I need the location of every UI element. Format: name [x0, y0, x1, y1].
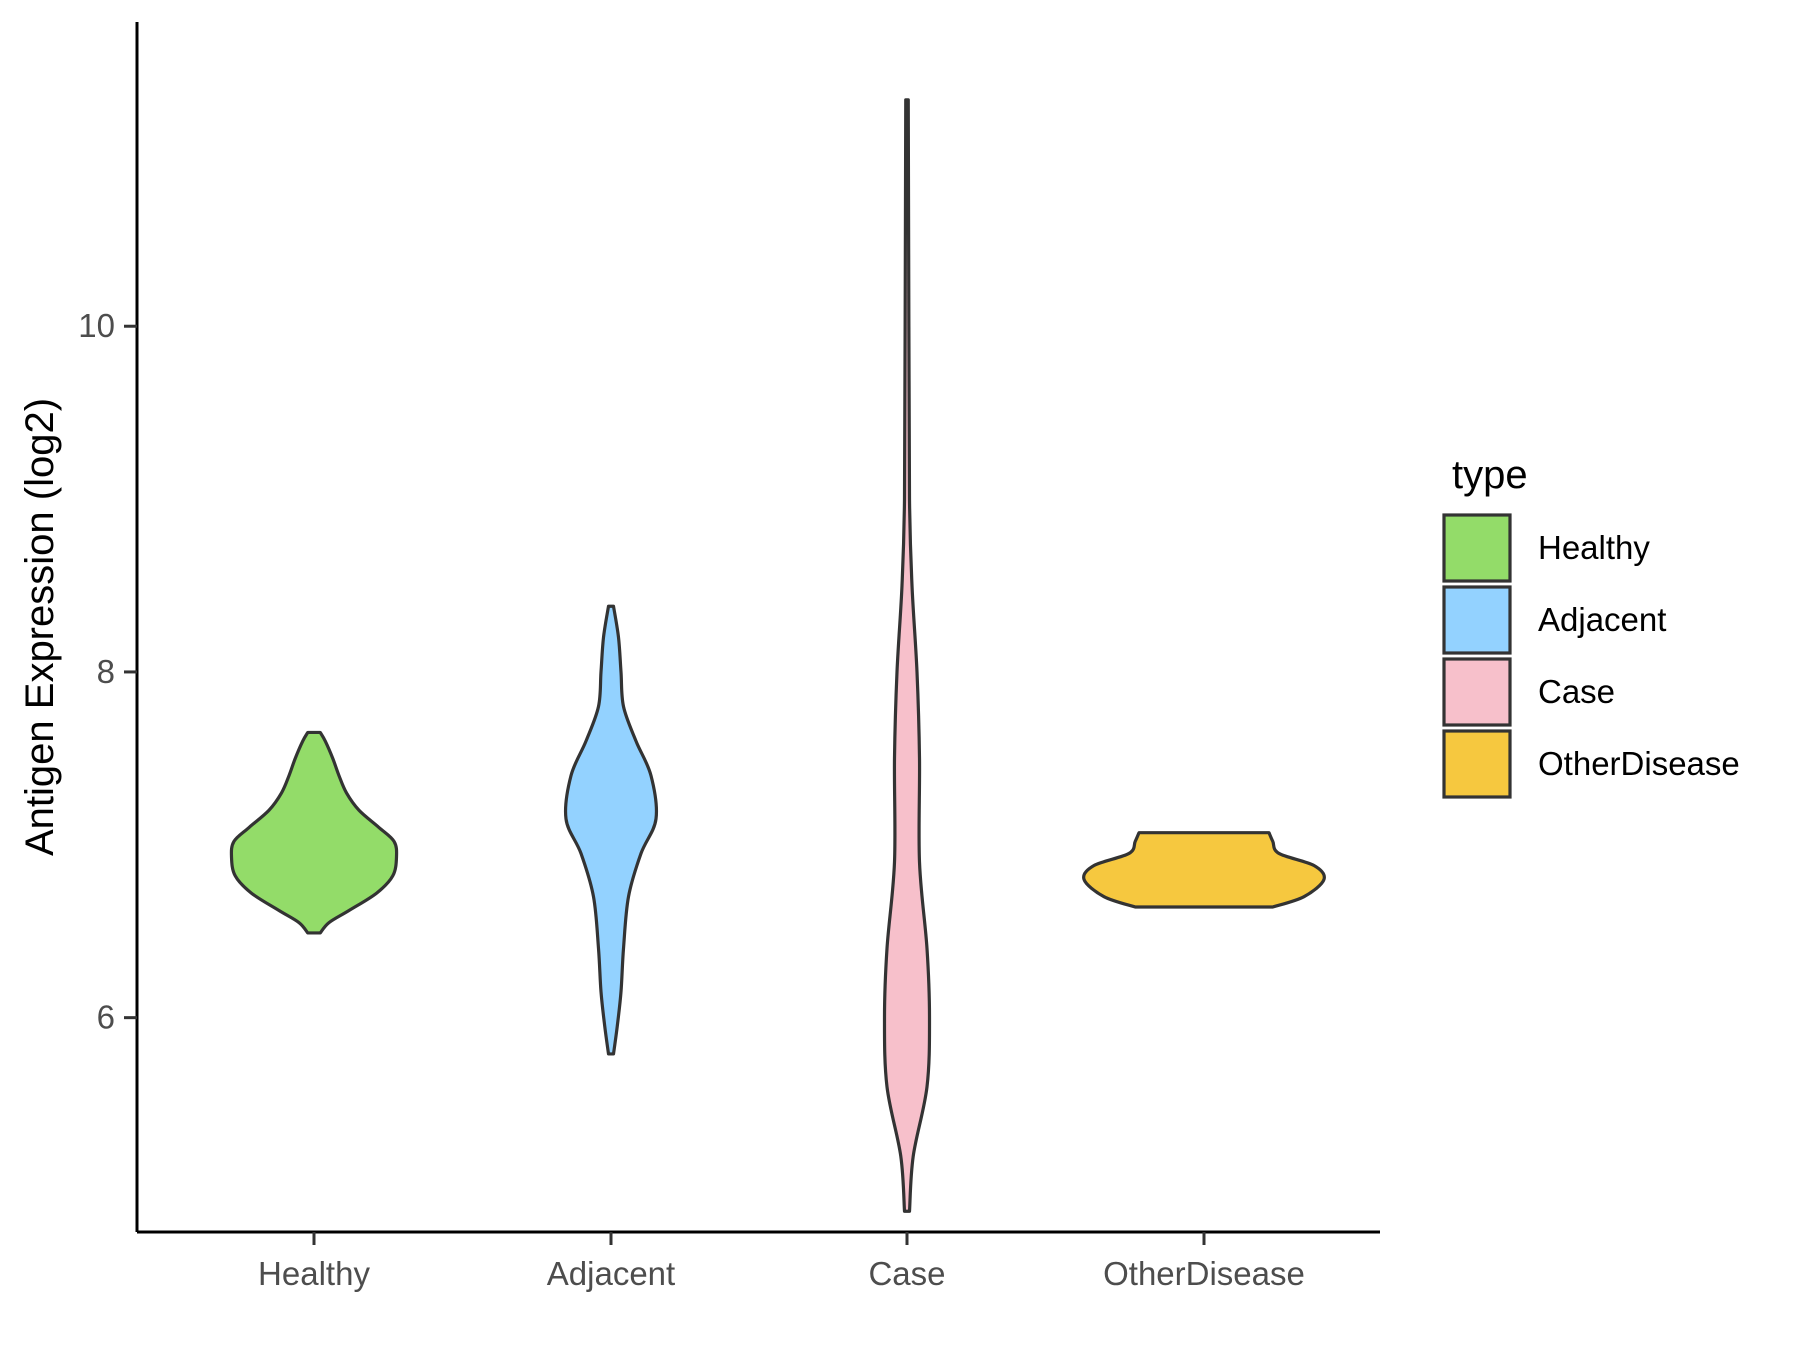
- violin-otherdisease: [1082, 831, 1326, 909]
- x-tick-label: Case: [868, 1255, 945, 1292]
- x-tick-label: Adjacent: [547, 1255, 675, 1292]
- legend-key-otherdisease: [1442, 729, 1512, 799]
- legend-title: type: [1452, 453, 1528, 497]
- legend: type Healthy Adjacent Case OtherDisease: [1442, 453, 1740, 799]
- y-tick-label: 10: [78, 307, 115, 344]
- violin-case: [882, 98, 932, 1213]
- legend-label-adjacent: Adjacent: [1538, 601, 1666, 638]
- violin-adjacent: [563, 604, 659, 1056]
- legend-key-case: [1442, 657, 1512, 727]
- legend-key-adjacent: [1442, 585, 1512, 655]
- legend-items: Healthy Adjacent Case OtherDisease: [1442, 513, 1740, 799]
- x-tick-label: OtherDisease: [1103, 1255, 1305, 1292]
- legend-key-healthy: [1442, 513, 1512, 583]
- legend-label-otherdisease: OtherDisease: [1538, 745, 1740, 782]
- y-axis-ticks: 6 8 10: [78, 307, 137, 1036]
- y-axis-title: Antigen Expression (log2): [18, 398, 62, 856]
- y-tick-label: 8: [97, 653, 115, 690]
- violin-healthy: [229, 730, 399, 935]
- y-tick-label: 6: [97, 999, 115, 1036]
- violin-layer: [229, 98, 1326, 1213]
- legend-label-case: Case: [1538, 673, 1615, 710]
- legend-label-healthy: Healthy: [1538, 529, 1650, 566]
- x-tick-label: Healthy: [258, 1255, 370, 1292]
- x-axis-ticks: Healthy Adjacent Case OtherDisease: [258, 1232, 1305, 1292]
